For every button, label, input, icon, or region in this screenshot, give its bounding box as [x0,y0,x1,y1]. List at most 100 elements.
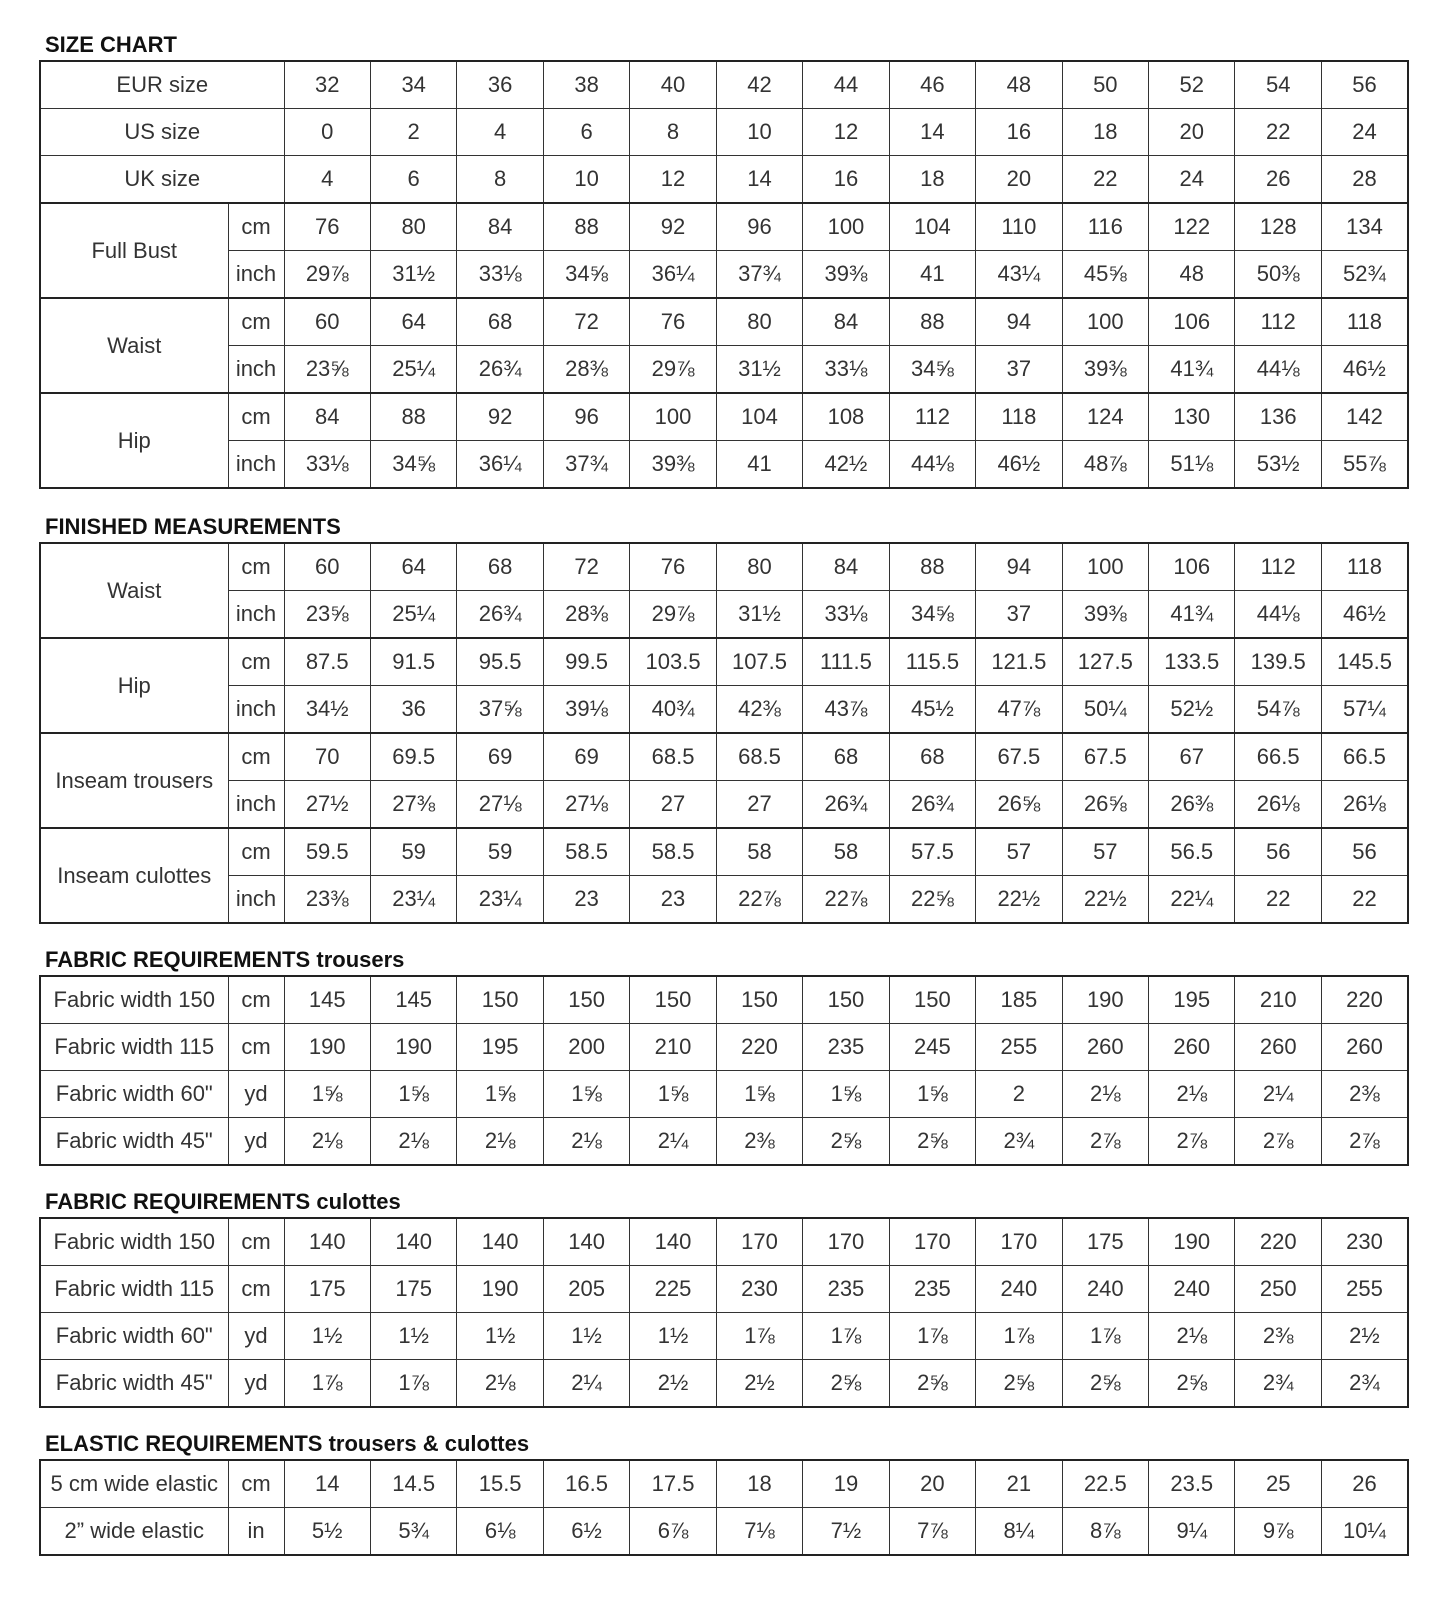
row-label: 2” wide elastic [39,1507,229,1556]
cell-value: 38 [542,60,631,109]
cell-value: 112 [1234,297,1322,346]
unit-label: cm [227,637,285,686]
cell-value: 140 [456,1217,544,1266]
section-title: FINISHED MEASUREMENTS [45,514,341,539]
cell-value: 12 [802,108,890,156]
row-label: US size [39,108,285,156]
unit-label: inch [227,875,285,924]
cell-value: 99.5 [542,637,631,686]
cell-value: 134 [1320,202,1409,251]
cell-value: 41¾ [1148,345,1236,394]
cell-value: 26¾ [456,345,544,394]
cell-value: 175 [369,1265,458,1313]
cell-value: 2 [975,1070,1063,1118]
unit-label: cm [227,392,285,441]
unit-label: yd [227,1070,285,1118]
cell-value: 22¼ [1148,875,1236,924]
cell-value: 39⅜ [629,440,717,489]
cell-value: 44 [802,60,890,109]
cell-value: 80 [715,542,804,591]
cell-value: 59 [369,827,458,876]
cell-value: 51⅛ [1148,440,1236,489]
cell-value: 190 [1148,1217,1236,1266]
cell-value: 104 [715,392,804,441]
cell-value: 1⅝ [802,1070,890,1118]
measurement-table: Waist cm 60 64 68 72 76 80 84 88 94 100 106 112 118 inc… [39,542,1409,924]
unit-label: inch [227,440,285,489]
cell-value: 28⅜ [542,345,631,394]
cell-value: 190 [283,1023,371,1071]
unit-label: cm [227,827,285,876]
cell-value: 6 [369,155,458,204]
cell-value: 260 [1234,1023,1322,1071]
cell-value: 67.5 [1061,732,1150,781]
cell-value: 80 [369,202,458,251]
cell-value: 39⅜ [1061,590,1150,639]
table-row: EUR size 32 34 36 38 40 42 44 46 48 50 52 54 56 [39,60,1409,109]
cell-value: 145 [283,975,371,1024]
cell-value: 2¼ [542,1359,631,1408]
cell-value: 6⅛ [456,1507,544,1556]
cell-value: 56 [1234,827,1322,876]
cell-value: 240 [975,1265,1063,1313]
unit-label: yd [227,1312,285,1360]
cell-value: 52 [1148,60,1236,109]
cell-value: 5½ [283,1507,371,1556]
cell-value: 26⅝ [1061,780,1150,829]
cell-value: 1½ [629,1312,717,1360]
cell-value: 57 [1061,827,1150,876]
row-label: Fabric width 115 [39,1023,229,1071]
cell-value: 43¼ [975,250,1063,299]
cell-value: 150 [629,975,717,1024]
table-row: Fabric width 150 cm 145 145 150 150 150 150 150 1… [39,975,1409,1024]
section-title-suffix: culottes [310,1189,401,1214]
cell-value: 68 [456,542,544,591]
cell-value: 1⅝ [369,1070,458,1118]
cell-value: 23⅝ [283,590,371,639]
unit-label: cm [227,1023,285,1071]
cell-value: 22⅞ [715,875,804,924]
cell-value: 1⅝ [456,1070,544,1118]
table-row: inch 34½ 36 37⅝ 39⅛ 40¾ 42⅜ 43⅞ 45½ 47⅞ 50¼ 52½ 54⅞ 5… [40,685,1409,734]
cell-value: 20 [1148,108,1236,156]
table-row: UK size 4 6 8 10 12 14 16 18 20 22 24 26 28 [39,155,1409,204]
cell-value: 68 [456,297,544,346]
cell-value: 1½ [369,1312,458,1360]
cell-value: 41¾ [1148,590,1236,639]
cell-value: 36 [456,60,544,109]
cell-value: 34⅝ [888,590,977,639]
table-row: Fabric width 60" yd 1½ 1½ 1½ 1½ 1½ 1⅞ 1⅞ 1⅞ 1⅞ 1⅞ 2⅛… [39,1312,1409,1360]
cell-value: 145 [369,975,458,1024]
cell-value: 118 [975,392,1063,441]
cell-value: 7⅞ [888,1507,977,1556]
cell-value: 190 [456,1265,544,1313]
cell-value: 80 [715,297,804,346]
cell-value: 2½ [715,1359,804,1408]
cell-value: 76 [629,297,717,346]
cell-value: 55⅞ [1320,440,1409,489]
cell-value: 22½ [1061,875,1150,924]
cell-value: 2¾ [975,1117,1063,1166]
cell-value: 26¾ [456,590,544,639]
table-row: inch 27½ 27⅜ 27⅛ 27⅛ 27 27 26¾ 26¾ 26⅝ 26⅝ 26⅜ 26⅛ 26… [40,780,1409,829]
cell-value: 240 [1061,1265,1150,1313]
cell-value: 20 [888,1459,977,1508]
cell-value: 25¼ [369,345,458,394]
cell-value: 34⅝ [542,250,631,299]
cell-value: 190 [1061,975,1150,1024]
cell-value: 235 [802,1023,890,1071]
cell-value: 72 [542,542,631,591]
table-row: Fabric width 150 cm 140 140 140 140 140 170 170 1… [39,1217,1409,1266]
cell-value: 10 [715,108,804,156]
cell-value: 106 [1148,542,1236,591]
cell-value: 107.5 [715,637,804,686]
cell-value: 2⅞ [1320,1117,1409,1166]
table-row: Hip cm 84 88 92 96 100 104 108 112 118 124 130 136 142 [39,392,1409,489]
unit-label: cm [227,202,285,251]
cell-value: 44⅛ [888,440,977,489]
cell-value: 14 [888,108,977,156]
cell-value: 59.5 [283,827,371,876]
cell-value: 130 [1148,392,1236,441]
cell-value: 124 [1061,392,1150,441]
cell-value: 2⅛ [1148,1070,1236,1118]
